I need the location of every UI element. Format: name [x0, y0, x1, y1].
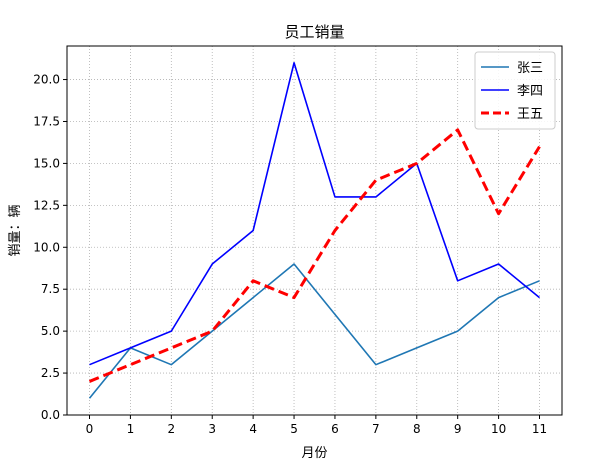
- x-tick-label: 5: [290, 422, 298, 436]
- y-tick-label: 15.0: [33, 156, 60, 170]
- x-tick-label: 9: [454, 422, 462, 436]
- x-tick-label: 2: [167, 422, 175, 436]
- y-tick-label: 2.5: [41, 366, 60, 380]
- ticks-layer: 0 1 2 3 4 5 6 7 8 9 10 11 0.0 2.5 5.0 7.5 10.0 12.5 15.0 17…: [33, 73, 547, 436]
- plot-frame: [66, 45, 563, 416]
- series-line-2: [88, 128, 541, 383]
- x-tick-label: 4: [249, 422, 257, 436]
- series-line-0: [88, 263, 540, 399]
- y-tick-label: 12.5: [33, 198, 60, 212]
- series-line-1: [89, 61, 541, 366]
- x-tick-label: 1: [127, 422, 135, 436]
- x-tick-label: 6: [331, 422, 339, 436]
- x-tick-label: 0: [86, 422, 94, 436]
- y-axis-title: 销量：辆: [8, 204, 23, 256]
- legend-label: 李四: [517, 84, 543, 99]
- legend-box: [474, 51, 556, 130]
- x-tick-label: 7: [372, 422, 380, 436]
- legend-label: 张三: [517, 61, 543, 76]
- x-axis-title: 月份: [301, 446, 327, 461]
- y-tick-label: 20.0: [33, 73, 60, 87]
- series-layer: [88, 61, 541, 399]
- y-tick-label: 0.0: [41, 408, 60, 422]
- chart-title: 员工销量: [284, 23, 344, 41]
- y-tick-label: 17.5: [33, 114, 60, 128]
- x-tick-label: 8: [413, 422, 421, 436]
- x-tick-label: 3: [208, 422, 216, 436]
- y-tick-label: 7.5: [41, 282, 60, 296]
- y-tick-label: 10.0: [33, 240, 60, 254]
- y-tick-label: 5.0: [41, 324, 60, 338]
- legend-label: 王五: [517, 107, 543, 122]
- x-tick-label: 11: [532, 422, 547, 436]
- x-tick-label: 10: [491, 422, 506, 436]
